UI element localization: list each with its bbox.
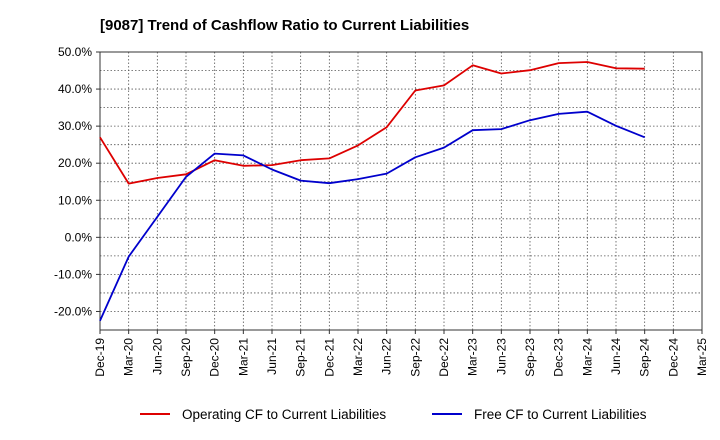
x-tick-label: Sep-24 bbox=[638, 338, 652, 377]
y-tick-label: 20.0% bbox=[58, 156, 92, 170]
x-tick-label: Dec-19 bbox=[93, 338, 107, 377]
x-tick-label: Dec-22 bbox=[437, 338, 451, 377]
x-tick-label: Mar-25 bbox=[695, 338, 709, 376]
x-tick-label: Jun-21 bbox=[265, 338, 279, 375]
x-tick-label: Mar-22 bbox=[351, 338, 365, 376]
x-tick-label: Dec-23 bbox=[552, 338, 566, 377]
y-tick-label: 40.0% bbox=[58, 82, 92, 96]
x-tick-label: Mar-20 bbox=[122, 338, 136, 376]
x-tick-label: Jun-23 bbox=[494, 338, 508, 375]
legend: Operating CF to Current Liabilities Free … bbox=[140, 407, 647, 422]
x-tick-label: Dec-20 bbox=[208, 338, 222, 377]
x-tick-label: Sep-21 bbox=[294, 338, 308, 377]
x-tick-label: Jun-22 bbox=[380, 338, 394, 375]
x-tick-label: Sep-23 bbox=[523, 338, 537, 377]
x-tick-label: Jun-20 bbox=[150, 338, 164, 375]
y-tick-label: -10.0% bbox=[54, 267, 92, 281]
x-tick-label: Mar-24 bbox=[580, 338, 594, 376]
y-tick-label: 50.0% bbox=[58, 45, 92, 59]
y-tick-label: 0.0% bbox=[65, 230, 93, 244]
x-tick-label: Sep-20 bbox=[179, 338, 193, 377]
legend-label: Free CF to Current Liabilities bbox=[474, 407, 647, 422]
x-tick-label: Dec-21 bbox=[322, 338, 336, 377]
plot-area: 50.0% 40.0% 30.0% 20.0% 10.0% 0.0% -10.0% -20.0… bbox=[54, 45, 709, 377]
y-tick-label: 10.0% bbox=[58, 193, 92, 207]
y-tick-label: 30.0% bbox=[58, 119, 92, 133]
x-tick-label: Sep-22 bbox=[408, 338, 422, 377]
chart-title: [9087] Trend of Cashflow Ratio to Curren… bbox=[100, 17, 469, 34]
y-tick-label: -20.0% bbox=[54, 304, 92, 318]
x-tick-label: Mar-21 bbox=[236, 338, 250, 376]
x-tick-label: Jun-24 bbox=[609, 338, 623, 375]
plot-border bbox=[99, 51, 703, 331]
x-tick-label: Mar-23 bbox=[466, 338, 480, 376]
x-tick-label: Dec-24 bbox=[666, 338, 680, 377]
series-line-free-cf bbox=[99, 110, 646, 322]
legend-label: Operating CF to Current Liabilities bbox=[182, 407, 386, 422]
plot-background bbox=[100, 52, 702, 330]
